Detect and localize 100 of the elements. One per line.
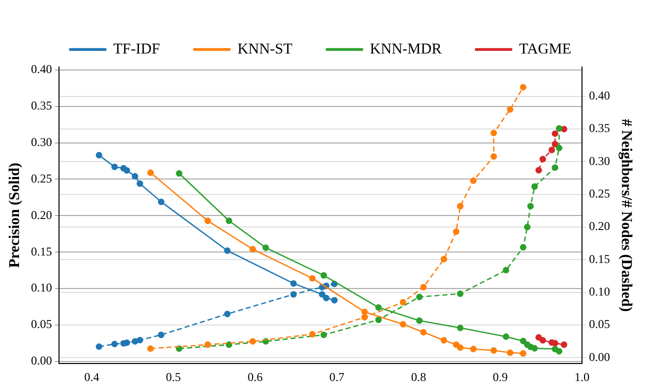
- point: [456, 290, 464, 297]
- point: [96, 152, 102, 158]
- point: [224, 247, 231, 254]
- point: [470, 346, 477, 352]
- point: [224, 310, 231, 318]
- point: [318, 291, 326, 298]
- point: [309, 330, 316, 338]
- point: [506, 349, 514, 356]
- point: [226, 218, 232, 224]
- point: [520, 84, 526, 91]
- y2-tick-label: 0.25: [589, 186, 610, 201]
- point: [440, 256, 448, 262]
- y-tick-label: 0.25: [31, 171, 52, 186]
- point: [531, 183, 538, 190]
- point: [456, 324, 464, 332]
- point: [400, 298, 406, 306]
- point: [290, 280, 297, 287]
- point: [552, 164, 558, 171]
- x-tick-label: 0.5: [166, 370, 181, 384]
- y2-tick-label: 0.35: [589, 121, 610, 136]
- point: [490, 153, 497, 160]
- point: [361, 314, 368, 320]
- y-axis-title: Precision (Solid): [6, 162, 23, 268]
- y2-tick-label: 0.30: [589, 154, 610, 168]
- y-tick-label: 0.40: [31, 62, 52, 76]
- x-tick-label: 0.6: [248, 370, 263, 384]
- point: [262, 244, 269, 251]
- point: [249, 338, 256, 345]
- point: [158, 332, 164, 338]
- point: [540, 156, 546, 162]
- x-tick-label: 0.7: [329, 370, 344, 384]
- point: [420, 329, 427, 336]
- point: [552, 340, 558, 346]
- point: [204, 341, 211, 348]
- point: [506, 106, 514, 113]
- y2-tick-label: 0.00: [589, 350, 610, 364]
- point: [249, 246, 256, 252]
- point: [470, 177, 477, 184]
- point: [535, 166, 542, 174]
- point: [147, 345, 154, 352]
- x-tick-label: 1.0: [574, 370, 590, 384]
- point: [456, 344, 464, 351]
- point: [136, 180, 144, 187]
- point: [320, 272, 328, 279]
- y-tick-label: 0.35: [31, 98, 52, 113]
- point: [375, 316, 382, 324]
- point: [290, 291, 297, 298]
- point: [527, 202, 534, 210]
- point: [502, 333, 510, 340]
- point: [420, 284, 427, 290]
- y-tick-label: 0.00: [31, 354, 52, 368]
- y-tick-label: 0.10: [31, 280, 52, 295]
- y2-tick-label: 0.20: [589, 219, 610, 234]
- point: [158, 198, 164, 206]
- point: [416, 317, 423, 324]
- point: [320, 332, 328, 338]
- point: [111, 340, 118, 348]
- point: [560, 341, 568, 348]
- point: [520, 244, 526, 251]
- point: [416, 294, 423, 300]
- point: [540, 337, 546, 344]
- point: [490, 347, 497, 354]
- y2-tick-label: 0.40: [589, 88, 610, 103]
- point: [552, 140, 558, 148]
- point: [552, 130, 558, 137]
- point: [132, 338, 138, 345]
- point: [452, 228, 460, 235]
- y-tick-label: 0.15: [31, 244, 52, 258]
- point: [204, 218, 211, 224]
- point: [456, 202, 464, 210]
- y2-tick-label: 0.15: [589, 252, 610, 266]
- x-tick-label: 0.9: [492, 370, 508, 384]
- y2-tick-label: 0.10: [589, 284, 610, 299]
- point: [226, 341, 232, 348]
- x-tick-label: 0.4: [84, 370, 100, 384]
- point: [520, 338, 526, 344]
- point: [531, 345, 538, 352]
- point: [520, 350, 526, 357]
- point: [124, 167, 130, 174]
- point: [524, 224, 530, 230]
- point: [556, 125, 562, 132]
- point: [124, 339, 130, 346]
- point: [111, 164, 118, 170]
- point: [548, 146, 556, 154]
- x-tick-label: 0.8: [411, 370, 426, 384]
- point: [322, 294, 330, 302]
- point: [556, 348, 562, 354]
- point: [375, 304, 382, 311]
- point: [361, 308, 368, 316]
- point: [490, 130, 497, 136]
- point: [400, 320, 406, 328]
- y2-axis-title: # Neighbors/# Nodes (Dashed): [618, 118, 634, 312]
- point: [132, 173, 138, 180]
- y-tick-label: 0.30: [31, 134, 52, 149]
- legend-label: TF-IDF: [113, 41, 160, 58]
- point: [502, 266, 510, 274]
- point: [147, 169, 154, 176]
- legend-label: KNN-MDR: [370, 41, 442, 58]
- point: [440, 337, 448, 344]
- y-tick-label: 0.05: [31, 317, 52, 332]
